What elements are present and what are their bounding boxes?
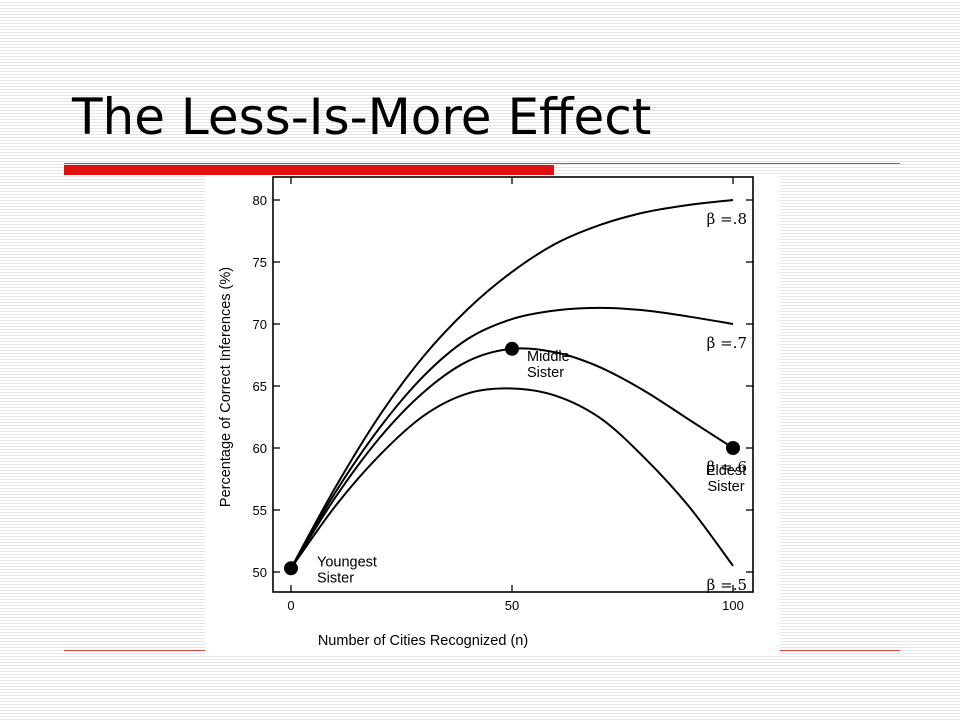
y-tick-label: 75 xyxy=(253,255,267,270)
highlight-point xyxy=(284,561,298,576)
x-tick-label: 100 xyxy=(722,598,744,613)
series-line-3 xyxy=(290,387,734,569)
series-label: β =.5 xyxy=(707,576,747,594)
point-label: Middle Sister xyxy=(527,349,570,381)
y-axis-label: Percentage of Correct Inferences (%) xyxy=(218,267,234,507)
series-label: β =.6 xyxy=(707,458,747,476)
plot-frame xyxy=(272,176,754,593)
y-tick-label: 70 xyxy=(253,317,267,332)
series-line-1 xyxy=(290,306,734,569)
highlight-point xyxy=(726,441,740,455)
x-tick-label: 0 xyxy=(287,598,294,613)
x-tick-label: 50 xyxy=(505,598,519,613)
line-chart: 50 55 60 65 70 75 80 0 50 100 Number of Cities Rec… xyxy=(218,176,754,649)
chart-figure: 50 55 60 65 70 75 80 0 50 100 Number of Cities Rec… xyxy=(205,175,780,655)
y-tick-label: 50 xyxy=(253,565,267,580)
y-tick-label: 55 xyxy=(253,503,267,518)
slide-title: The Less-Is-More Effect xyxy=(72,88,652,146)
title-underline-accent xyxy=(64,165,554,175)
y-tick-label: 65 xyxy=(253,379,267,394)
point-label: Eldest Sister xyxy=(706,463,746,495)
highlight-point xyxy=(505,341,519,356)
x-axis-label: Number of Cities Recognized (n) xyxy=(318,633,528,649)
series-label: β =.8 xyxy=(707,210,747,228)
point-label: Youngest Sister xyxy=(317,554,377,586)
title-underline-thin xyxy=(64,163,900,164)
series-label: β =.7 xyxy=(707,334,747,352)
y-tick-label: 80 xyxy=(253,193,267,208)
y-tick-label: 60 xyxy=(253,441,267,456)
series-line-0 xyxy=(290,199,734,569)
